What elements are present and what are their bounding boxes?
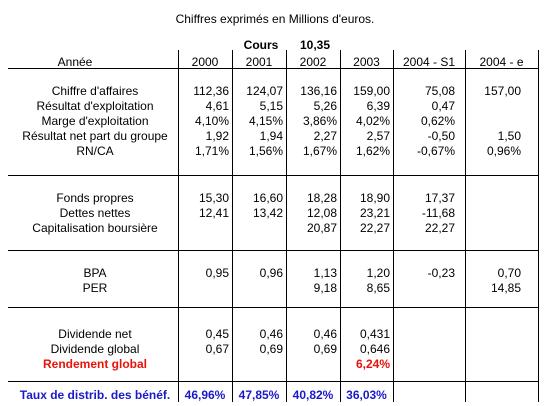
cell-value: -0,67% [416,144,455,158]
cell-value: 1,94 [259,129,283,143]
cell-value: 0,46 [259,327,283,341]
row-label: Rendement global [42,357,147,371]
cell-value: 1,13 [313,266,337,280]
cell-value: 18,28 [306,191,337,205]
cell-value: 3,86% [302,114,337,128]
year-header: 2003 [353,55,380,69]
cell-value: 8,65 [366,281,390,295]
year-header: 2004 - S1 [402,55,456,69]
row-divider [8,381,538,382]
year-header: 2000 [191,55,219,69]
year-header: 2001 [245,55,273,69]
cell-value: 0,95 [205,266,229,280]
cell-value: 22,27 [424,221,455,235]
row-label: Fonds propres [56,191,134,205]
cell-value: -0,50 [427,129,455,143]
payout-value: 46,96% [184,388,226,402]
cell-value: 17,37 [424,191,455,205]
cours-value: 10,35 [299,38,331,52]
cell-value: 157,00 [484,84,521,98]
row-label: Résultat d'exploitation [36,99,154,113]
row-label: Chiffre d'affaires [51,84,139,98]
row-label: Résultat net part du groupe [22,129,168,143]
cell-value: 0,46 [313,327,337,341]
cell-value: 2,57 [366,129,390,143]
cell-value: 4,61 [205,99,229,113]
cell-value: 0,47 [431,99,455,113]
cell-value: 0,646 [359,342,390,356]
cell-value: 0,96% [486,144,521,158]
cell-value: 0,70 [497,266,521,280]
column-divider [286,50,287,402]
cell-value: -0,23 [427,266,455,280]
column-divider [538,50,539,402]
payout-value: 47,85% [238,388,280,402]
cell-value: 6,24% [355,357,390,371]
cell-value: 1,62% [355,144,390,158]
row-label: Capitalisation boursière [32,221,158,235]
cell-value: 15,30 [198,191,229,205]
cell-value: 1,67% [302,144,337,158]
row-divider [8,250,538,251]
cell-value: 4,15% [248,114,283,128]
cell-value: 0,96 [259,266,283,280]
column-divider [393,50,394,402]
cell-value: 124,07 [246,84,283,98]
cell-value: 0,67 [205,342,229,356]
cell-value: 12,08 [306,206,337,220]
cell-value: 75,08 [424,84,455,98]
cell-value: 0,69 [313,342,337,356]
cell-value: 1,20 [366,266,390,280]
cell-value: 18,90 [359,191,390,205]
cell-value: 1,71% [194,144,229,158]
cell-value: 2,27 [313,129,337,143]
cell-value: 1,50 [497,129,521,143]
row-divider [8,175,538,176]
column-divider [178,50,179,402]
row-label: PER [82,281,108,295]
cell-value: 13,42 [252,206,283,220]
cell-value: 0,69 [259,342,283,356]
cours-label: Cours [243,38,279,52]
cell-value: 6,39 [366,99,390,113]
row-label: RN/CA [76,144,114,158]
cell-value: 136,16 [300,84,337,98]
cell-value: 16,60 [252,191,283,205]
row-label: Dettes nettes [59,206,131,220]
cell-value: 1,92 [205,129,229,143]
cell-value: 4,10% [194,114,229,128]
payout-label: Taux de distrib. des bénéf. [19,388,171,402]
cell-value: 0,45 [205,327,229,341]
column-divider [232,50,233,402]
cell-value: 0,431 [359,327,390,341]
row-label: BPA [83,266,107,280]
caption: Chiffres exprimés en Millions d'euros. [175,12,375,26]
row-label: Marge d'exploitation [41,114,149,128]
cell-value: -11,68 [421,206,455,220]
cell-value: 4,02% [355,114,390,128]
cell-value: 1,56% [248,144,283,158]
column-divider [465,50,466,402]
cell-value: 0,62% [420,114,455,128]
cell-value: 112,36 [193,84,229,98]
cell-value: 20,87 [306,221,337,235]
header-annee: Année [57,55,93,69]
cell-value: 5,26 [313,99,337,113]
year-header: 2002 [299,55,327,69]
cell-value: 159,00 [353,84,390,98]
column-divider [340,50,341,402]
row-divider [8,68,538,69]
cell-value: 22,27 [359,221,390,235]
cell-value: 23,21 [359,206,390,220]
payout-value: 40,82% [292,388,334,402]
row-label: Dividende net [58,327,132,341]
row-divider [8,307,538,308]
cell-value: 14,85 [490,281,521,295]
year-header: 2004 - e [479,55,524,69]
row-label: Dividende global [50,342,140,356]
cell-value: 12,41 [198,206,229,220]
cell-value: 5,15 [259,99,283,113]
cell-value: 9,18 [313,281,337,295]
payout-value: 36,03% [346,388,387,402]
